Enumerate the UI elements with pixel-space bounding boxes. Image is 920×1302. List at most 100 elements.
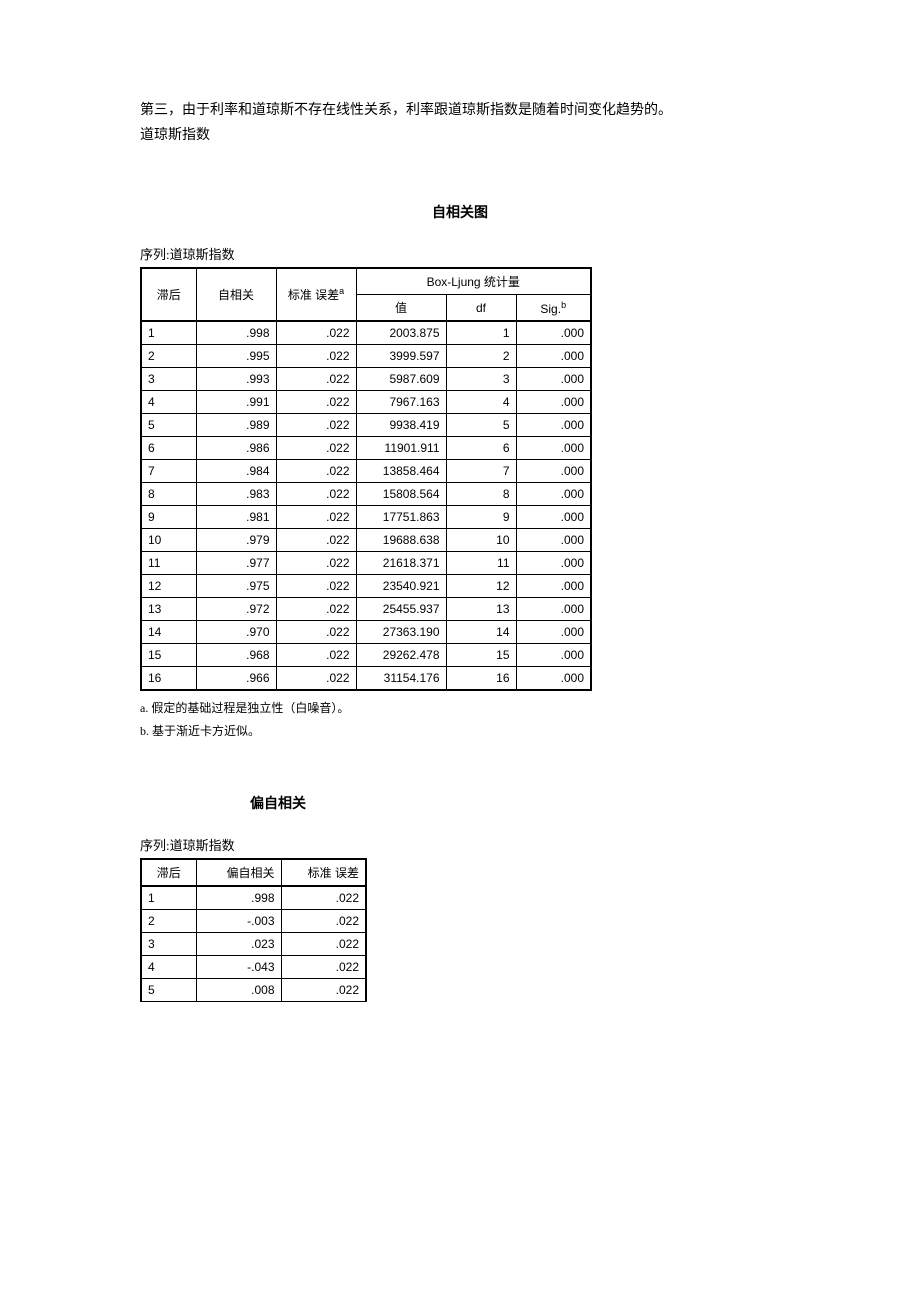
th-se: 标准 误差a — [276, 268, 356, 321]
table-cell: 25455.937 — [356, 598, 446, 621]
table-cell: .022 — [276, 644, 356, 667]
table-cell: .970 — [196, 621, 276, 644]
table-cell: .022 — [281, 955, 366, 978]
acf-tbody: 1.998.0222003.8751.0002.995.0223999.5972… — [141, 321, 591, 690]
th-lag: 滞后 — [141, 268, 196, 321]
table-row: 16.966.02231154.17616.000 — [141, 667, 591, 691]
table-cell: 9938.419 — [356, 414, 446, 437]
table-cell: 11901.911 — [356, 437, 446, 460]
table-cell: .983 — [196, 483, 276, 506]
pacf-table: 滞后 偏自相关 标准 误差 1.998.0222-.003.0223.023.0… — [140, 858, 367, 1002]
table-cell: 13 — [141, 598, 196, 621]
table-row: 4.991.0227967.1634.000 — [141, 391, 591, 414]
table-cell: 1 — [141, 321, 196, 345]
table-cell: .000 — [516, 321, 591, 345]
table-cell: .984 — [196, 460, 276, 483]
table-row: 15.968.02229262.47815.000 — [141, 644, 591, 667]
table-cell: .991 — [196, 391, 276, 414]
footnote-b: b. 基于渐近卡方近似。 — [140, 720, 780, 743]
table-cell: .993 — [196, 368, 276, 391]
pacf-tbody: 1.998.0222-.003.0223.023.0224-.043.0225.… — [141, 886, 366, 1002]
table-cell: .998 — [196, 886, 281, 910]
table-row: 4-.043.022 — [141, 955, 366, 978]
acf-table: 滞后 自相关 标准 误差a Box-Ljung 统计量 值 df Sig.b 1… — [140, 267, 592, 691]
table-cell: .977 — [196, 552, 276, 575]
table-cell: .022 — [276, 460, 356, 483]
table-cell: .995 — [196, 345, 276, 368]
table-cell: .022 — [281, 978, 366, 1001]
table-cell: 23540.921 — [356, 575, 446, 598]
table-cell: .000 — [516, 575, 591, 598]
table-cell: 16 — [141, 667, 196, 691]
table-cell: .000 — [516, 483, 591, 506]
table-cell: 13 — [446, 598, 516, 621]
table-cell: .022 — [276, 414, 356, 437]
th2-pac: 偏自相关 — [196, 859, 281, 886]
table-cell: .022 — [281, 932, 366, 955]
table-cell: 8 — [141, 483, 196, 506]
table-cell: .000 — [516, 437, 591, 460]
table-cell: 11 — [446, 552, 516, 575]
footnote-a: a. 假定的基础过程是独立性（白噪音）。 — [140, 697, 780, 720]
table-cell: .022 — [276, 345, 356, 368]
table-cell: .022 — [276, 621, 356, 644]
table-cell: 19688.638 — [356, 529, 446, 552]
table-cell: 7 — [446, 460, 516, 483]
table-cell: .000 — [516, 667, 591, 691]
series-label-acf: 序列:道琼斯指数 — [140, 244, 780, 263]
table-cell: 29262.478 — [356, 644, 446, 667]
table-cell: 5 — [446, 414, 516, 437]
table-cell: 12 — [141, 575, 196, 598]
table-cell: 14 — [446, 621, 516, 644]
table-cell: 13858.464 — [356, 460, 446, 483]
table-cell: 4 — [446, 391, 516, 414]
th-sig-sup: b — [561, 300, 566, 310]
th2-se: 标准 误差 — [281, 859, 366, 886]
table-cell: 17751.863 — [356, 506, 446, 529]
table-cell: 8 — [446, 483, 516, 506]
table-row: 9.981.02217751.8639.000 — [141, 506, 591, 529]
table-cell: .023 — [196, 932, 281, 955]
footnotes: a. 假定的基础过程是独立性（白噪音）。 b. 基于渐近卡方近似。 — [140, 697, 780, 743]
table-cell: 6 — [446, 437, 516, 460]
table-row: 11.977.02221618.37111.000 — [141, 552, 591, 575]
table-cell: 10 — [141, 529, 196, 552]
th-df: df — [446, 295, 516, 322]
series-label-pacf: 序列:道琼斯指数 — [140, 835, 780, 854]
table-cell: 3 — [141, 932, 196, 955]
th-val: 值 — [356, 295, 446, 322]
table-row: 5.008.022 — [141, 978, 366, 1001]
table-cell: .022 — [276, 368, 356, 391]
table-cell: 2003.875 — [356, 321, 446, 345]
table-cell: 4 — [141, 955, 196, 978]
table-cell: 7 — [141, 460, 196, 483]
table-cell: 4 — [141, 391, 196, 414]
table-cell: .000 — [516, 345, 591, 368]
table-cell: 27363.190 — [356, 621, 446, 644]
table-cell: 3 — [141, 368, 196, 391]
table-cell: 15808.564 — [356, 483, 446, 506]
table-cell: .000 — [516, 391, 591, 414]
table-cell: .000 — [516, 460, 591, 483]
table-cell: 21618.371 — [356, 552, 446, 575]
th-se-text: 标准 误差 — [288, 288, 339, 302]
table-cell: 3999.597 — [356, 345, 446, 368]
table-row: 8.983.02215808.5648.000 — [141, 483, 591, 506]
table-cell: .986 — [196, 437, 276, 460]
th-sig: Sig.b — [516, 295, 591, 322]
table-cell: .000 — [516, 529, 591, 552]
table-cell: .998 — [196, 321, 276, 345]
table-cell: .000 — [516, 414, 591, 437]
section-title-acf: 自相关图 — [140, 202, 780, 222]
th-se-sup: a — [339, 286, 344, 296]
table-row: 1.998.022 — [141, 886, 366, 910]
table-cell: .022 — [276, 391, 356, 414]
table-cell: .022 — [276, 575, 356, 598]
table-cell: .022 — [276, 552, 356, 575]
table-cell: .022 — [276, 437, 356, 460]
table-cell: -.043 — [196, 955, 281, 978]
table-cell: .968 — [196, 644, 276, 667]
th2-lag: 滞后 — [141, 859, 196, 886]
table-row: 2.995.0223999.5972.000 — [141, 345, 591, 368]
table-cell: 14 — [141, 621, 196, 644]
